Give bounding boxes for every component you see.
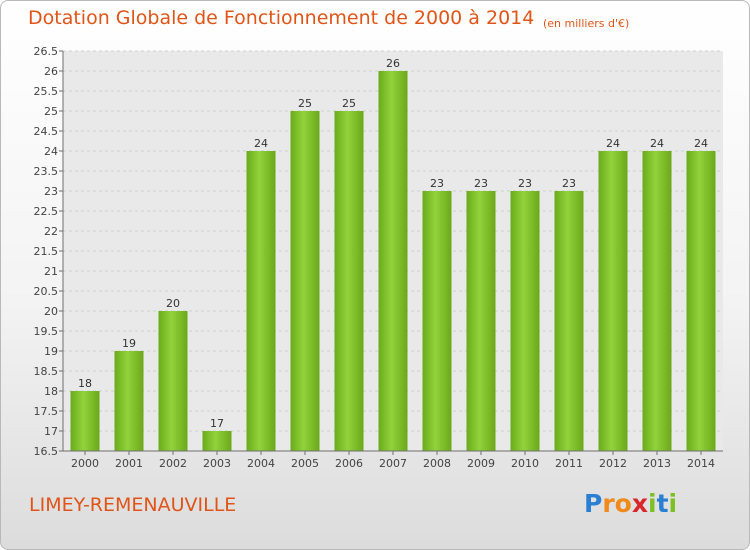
logo-letter: r — [602, 489, 614, 518]
logo-letter: x — [632, 489, 648, 518]
city-name: LIMEY-REMENAUVILLE — [29, 494, 236, 516]
value-label-2005: 25 — [298, 97, 312, 110]
value-label-2010: 23 — [518, 177, 532, 190]
value-label-2014: 24 — [694, 137, 708, 150]
y-tick-label: 23 — [44, 185, 58, 198]
proxiti-logo: Proxiti — [584, 489, 677, 518]
x-tick-label-2011: 2011 — [555, 457, 583, 470]
bar-2014 — [687, 151, 716, 451]
y-tick-label: 16.5 — [34, 445, 59, 458]
y-tick-label: 17 — [44, 425, 58, 438]
y-tick-label: 21.5 — [34, 245, 59, 258]
bar-2009 — [467, 191, 496, 451]
x-tick-label-2006: 2006 — [335, 457, 363, 470]
y-tick-label: 17.5 — [34, 405, 59, 418]
y-tick-label: 26 — [44, 65, 58, 78]
y-tick-label: 24.5 — [34, 125, 59, 138]
bar-2001 — [115, 351, 144, 451]
logo-letter: i — [669, 489, 678, 518]
x-tick-label-2007: 2007 — [379, 457, 407, 470]
y-tick-label: 19 — [44, 345, 58, 358]
x-tick-label-2004: 2004 — [247, 457, 275, 470]
value-label-2004: 24 — [254, 137, 268, 150]
bar-2012 — [599, 151, 628, 451]
bar-2013 — [643, 151, 672, 451]
y-tick-label: 26.5 — [34, 45, 59, 58]
x-tick-label-2010: 2010 — [511, 457, 539, 470]
logo-letter: t — [657, 489, 669, 518]
y-tick-label: 21 — [44, 265, 58, 278]
bar-2000 — [71, 391, 100, 451]
y-tick-label: 22 — [44, 225, 58, 238]
y-tick-label: 18 — [44, 385, 58, 398]
bar-2008 — [423, 191, 452, 451]
value-label-2012: 24 — [606, 137, 620, 150]
y-tick-label: 20.5 — [34, 285, 59, 298]
bar-2006 — [335, 111, 364, 451]
value-label-2003: 17 — [210, 417, 224, 430]
value-label-2007: 26 — [386, 57, 400, 70]
y-tick-label: 18.5 — [34, 365, 59, 378]
logo-letter: o — [615, 489, 632, 518]
x-tick-label-2014: 2014 — [687, 457, 715, 470]
bar-2007 — [379, 71, 408, 451]
y-tick-label: 20 — [44, 305, 58, 318]
bar-2011 — [555, 191, 584, 451]
y-tick-label: 22.5 — [34, 205, 59, 218]
y-tick-label: 24 — [44, 145, 58, 158]
x-tick-label-2005: 2005 — [291, 457, 319, 470]
y-tick-label: 19.5 — [34, 325, 59, 338]
x-tick-label-2012: 2012 — [599, 457, 627, 470]
value-label-2011: 23 — [562, 177, 576, 190]
value-label-2008: 23 — [430, 177, 444, 190]
value-label-2002: 20 — [166, 297, 180, 310]
x-tick-label-2013: 2013 — [643, 457, 671, 470]
bar-2004 — [247, 151, 276, 451]
value-label-2009: 23 — [474, 177, 488, 190]
value-label-2000: 18 — [78, 377, 92, 390]
logo-letter: i — [648, 489, 657, 518]
x-tick-label-2008: 2008 — [423, 457, 451, 470]
value-label-2006: 25 — [342, 97, 356, 110]
value-label-2001: 19 — [122, 337, 136, 350]
bar-2003 — [203, 431, 232, 451]
x-tick-label-2001: 2001 — [115, 457, 143, 470]
chart-frame: Dotation Globale de Fonctionnement de 20… — [0, 0, 750, 550]
y-tick-label: 23.5 — [34, 165, 59, 178]
x-tick-label-2003: 2003 — [203, 457, 231, 470]
x-tick-label-2000: 2000 — [71, 457, 99, 470]
bar-2002 — [159, 311, 188, 451]
bar-chart: 16.5 17 17.5 18 18.5 19 19.5 20 20.5 21 21.5 22 22.5… — [1, 1, 750, 550]
value-label-2013: 24 — [650, 137, 664, 150]
bar-2010 — [511, 191, 540, 451]
logo-letter: P — [584, 489, 602, 518]
bar-2005 — [291, 111, 320, 451]
x-tick-label-2002: 2002 — [159, 457, 187, 470]
y-tick-label: 25.5 — [34, 85, 59, 98]
x-tick-label-2009: 2009 — [467, 457, 495, 470]
y-tick-label: 25 — [44, 105, 58, 118]
